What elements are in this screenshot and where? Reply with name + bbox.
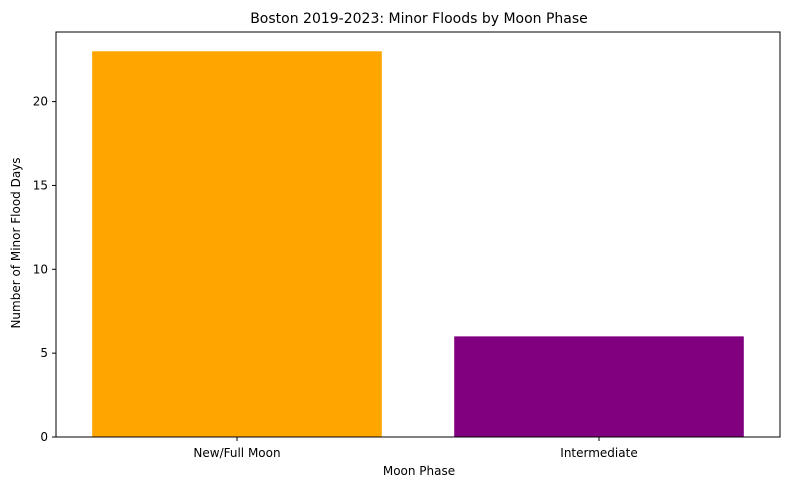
plot-frame [55, 31, 781, 438]
y-tick-label: 20 [33, 95, 48, 109]
y-axis-label: Number of Minor Flood Days [9, 157, 23, 328]
x-axis-ticks: New/Full Moon Intermediate [193, 437, 638, 460]
bar-1 [92, 51, 382, 438]
x-axis-label: Moon Phase [383, 464, 455, 478]
y-tick-label: 0 [40, 430, 48, 444]
y-tick-label: 5 [40, 346, 48, 360]
bars-group [92, 51, 744, 438]
y-tick-label: 10 [33, 262, 48, 276]
y-tick-label: 15 [33, 178, 48, 192]
y-axis-ticks: 0 5 10 15 20 [33, 95, 56, 444]
x-tick-label: Intermediate [560, 446, 637, 460]
x-tick-label: New/Full Moon [193, 446, 280, 460]
bar-2 [454, 336, 744, 437]
chart-title: Boston 2019-2023: Minor Floods by Moon P… [250, 11, 588, 27]
